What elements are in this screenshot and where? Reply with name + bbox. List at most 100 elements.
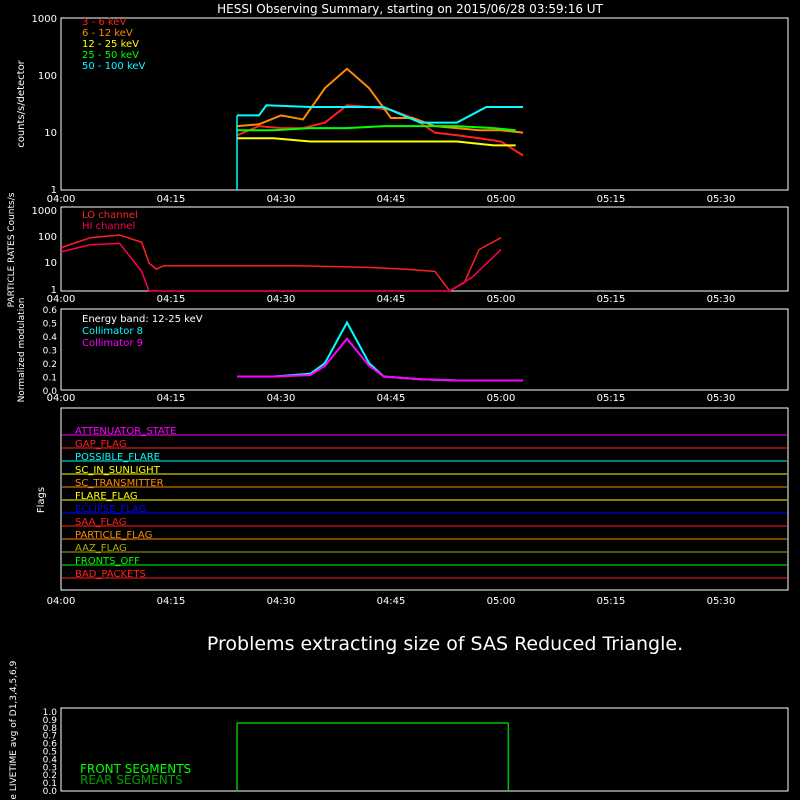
legend-rear-segments: REAR SEGMENTS bbox=[80, 773, 183, 787]
legend-12-25-kev: 12 - 25 keV bbox=[82, 39, 139, 50]
count-time-tick: 04:30 bbox=[267, 194, 296, 205]
particle-series-line-1 bbox=[60, 242, 502, 292]
error-message: Problems extracting size of SAS Reduced … bbox=[207, 633, 683, 655]
particle-rates-panel: PARTICLE RATES Counts/s 1 10 100 1000 LO… bbox=[7, 192, 789, 307]
livetime-ytick: 0.1 bbox=[43, 779, 57, 789]
flags-ylabel: Flags bbox=[36, 487, 47, 513]
legend-collimator-8: Collimator 8 bbox=[82, 326, 143, 337]
particle-rates-frame bbox=[60, 206, 789, 292]
modulation-series-line-1 bbox=[237, 337, 523, 382]
modulation-ytick: 0.0 bbox=[43, 387, 58, 397]
modulation-ytick: 0.1 bbox=[43, 374, 57, 384]
count-series-line-1 bbox=[236, 67, 524, 134]
time-axes: 04:00 04:15 04:30 04:45 05:00 05:15 05:30 04:00… bbox=[47, 194, 736, 607]
flag-label-0: ATTENUATOR_STATE bbox=[75, 426, 176, 437]
livetime-ytick: 0.5 bbox=[43, 748, 57, 758]
count-time-tick: 04:00 bbox=[47, 194, 76, 205]
modulation-time-tick: 04:15 bbox=[157, 393, 186, 404]
livetime-frame bbox=[60, 707, 789, 792]
flag-label-5: FLARE_FLAG bbox=[75, 491, 138, 502]
legend-25-50-kev: 25 - 50 keV bbox=[82, 50, 139, 61]
plot-title: HESSI Observing Summary, starting on 201… bbox=[217, 2, 603, 16]
particle-time-tick: 04:00 bbox=[47, 294, 76, 305]
modulation-ytick: 0.6 bbox=[43, 306, 58, 316]
count-time-tick: 05:00 bbox=[487, 194, 516, 205]
flags-time-tick: 05:15 bbox=[597, 596, 626, 607]
particle-ytick-100: 100 bbox=[38, 232, 57, 243]
count-time-tick: 04:15 bbox=[157, 194, 186, 205]
energy-band-label: Energy band: 12-25 keV bbox=[82, 314, 203, 325]
modulation-ytick: 0.3 bbox=[43, 347, 57, 357]
legend-lo-channel: LO channel bbox=[82, 210, 138, 221]
count-rate-series bbox=[236, 67, 524, 190]
modulation-ylabel: Normalized modulation bbox=[17, 298, 27, 403]
particle-ytick-10: 10 bbox=[44, 258, 57, 269]
modulation-time-tick: 05:15 bbox=[597, 393, 626, 404]
flag-label-1: GAP_FLAG bbox=[75, 439, 127, 450]
livetime-ytick: 0.3 bbox=[43, 763, 57, 773]
flag-label-7: SAA_FLAG bbox=[75, 517, 126, 528]
flag-lines: ATTENUATOR_STATE GAP_FLAG POSSIBLE_FLARE SC… bbox=[62, 426, 787, 580]
modulation-time-tick: 04:30 bbox=[267, 393, 296, 404]
particle-time-tick: 04:30 bbox=[267, 294, 296, 305]
legend-collimator-9: Collimator 9 bbox=[82, 338, 143, 349]
flags-time-tick: 04:15 bbox=[157, 596, 186, 607]
flags-time-tick: 05:30 bbox=[707, 596, 736, 607]
modulation-frame bbox=[60, 308, 789, 391]
count-ytick-1000: 1000 bbox=[32, 14, 57, 25]
particle-time-tick: 05:30 bbox=[707, 294, 736, 305]
modulation-panel: Normalized modulation 0.0 0.1 0.2 0.3 0.4 0.5… bbox=[17, 298, 789, 403]
particle-series-line-0 bbox=[60, 234, 502, 292]
flags-time-tick: 04:45 bbox=[377, 596, 406, 607]
livetime-ytick: 0.9 bbox=[43, 716, 58, 726]
particle-time-tick: 04:45 bbox=[377, 294, 406, 305]
particle-time-tick: 04:15 bbox=[157, 294, 186, 305]
count-series-line-0 bbox=[236, 104, 524, 157]
count-rates-panel: counts/s/detector 1 10 100 1000 3 - 6 ke… bbox=[16, 14, 789, 196]
flags-time-tick: 05:00 bbox=[487, 596, 516, 607]
livetime-ylabel: Mon. Rate LIVETIME avg of D1,3,4,5,6,9 bbox=[9, 660, 19, 800]
flag-label-9: AAZ_FLAG bbox=[75, 543, 127, 554]
modulation-series-line-0 bbox=[237, 320, 523, 382]
count-ytick-1: 1 bbox=[51, 185, 57, 196]
flag-label-8: PARTICLE_FLAG bbox=[75, 530, 152, 541]
livetime-yticks: 0.00.10.20.30.40.50.60.70.80.91.0 bbox=[43, 708, 58, 797]
legend-6-12-kev: 6 - 12 keV bbox=[82, 28, 133, 39]
flag-label-10: FRONTS_OFF bbox=[75, 556, 140, 567]
modulation-yticks: 0.0 0.1 0.2 0.3 0.4 0.5 0.6 bbox=[43, 306, 58, 397]
count-time-tick: 05:15 bbox=[597, 194, 626, 205]
livetime-ytick: 1.0 bbox=[43, 708, 58, 718]
flag-label-6: ECLIPSE_FLAG bbox=[75, 504, 146, 515]
livetime-ytick: 0.6 bbox=[43, 740, 58, 750]
count-ytick-10: 10 bbox=[44, 128, 57, 139]
flag-label-11: BAD_PACKETS bbox=[75, 569, 146, 580]
particle-time-tick: 05:15 bbox=[597, 294, 626, 305]
livetime-panel: Mon. Rate LIVETIME avg of D1,3,4,5,6,9 0… bbox=[9, 660, 789, 800]
legend-3-6-kev: 3 - 6 keV bbox=[82, 17, 126, 28]
particle-rates-ylabel: PARTICLE RATES Counts/s bbox=[7, 192, 17, 307]
particle-ytick-1000: 1000 bbox=[32, 206, 57, 217]
legend-50-100-kev: 50 - 100 keV bbox=[82, 61, 146, 72]
modulation-time-tick: 04:45 bbox=[377, 393, 406, 404]
count-series-line-3 bbox=[237, 125, 516, 132]
flags-time-tick: 04:30 bbox=[267, 596, 296, 607]
modulation-series bbox=[237, 320, 523, 382]
livetime-ytick: 0.8 bbox=[43, 724, 58, 734]
modulation-ytick: 0.4 bbox=[43, 333, 58, 343]
flag-label-2: POSSIBLE_FLARE bbox=[75, 452, 160, 463]
modulation-ytick: 0.2 bbox=[43, 360, 57, 370]
count-rates-frame bbox=[60, 17, 789, 191]
livetime-ytick: 0.2 bbox=[43, 771, 57, 781]
flag-label-3: SC_IN_SUNLIGHT bbox=[75, 465, 161, 476]
particle-time-tick: 05:00 bbox=[487, 294, 516, 305]
livetime-ytick: 0.7 bbox=[43, 732, 57, 742]
count-time-tick: 05:30 bbox=[707, 194, 736, 205]
flag-label-4: SC_TRANSMITTER bbox=[75, 478, 164, 489]
modulation-time-tick: 05:30 bbox=[707, 393, 736, 404]
flags-panel: Flags ATTENUATOR_STATE GAP_FLAG POSSIBLE_F… bbox=[36, 407, 789, 591]
flags-frame bbox=[60, 407, 789, 591]
modulation-ytick: 0.5 bbox=[43, 320, 57, 330]
modulation-time-tick: 05:00 bbox=[487, 393, 516, 404]
